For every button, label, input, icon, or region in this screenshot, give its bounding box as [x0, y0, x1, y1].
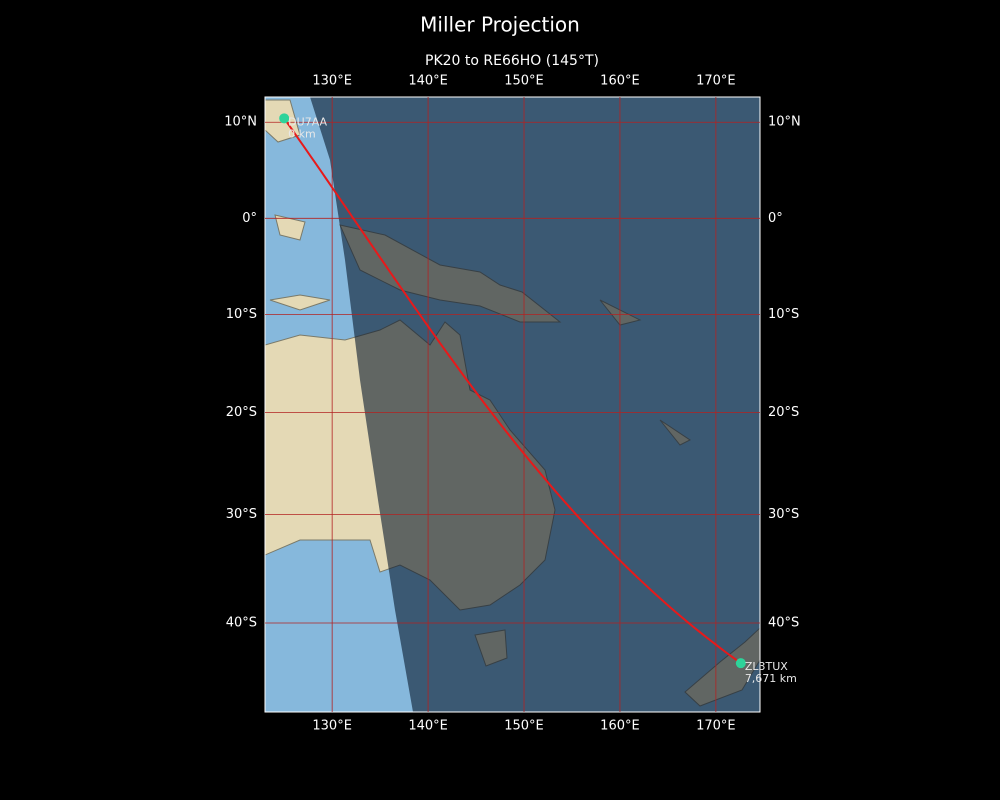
x-tick-label: 160°E [600, 74, 640, 89]
station-distance: 7,671 km [745, 672, 797, 685]
y-tick-label: 30°S [226, 507, 257, 522]
y-tick-label: 10°S [768, 307, 799, 322]
x-tick-label: 130°E [312, 719, 352, 734]
map-area [265, 97, 760, 712]
y-tick-label: 10°N [224, 115, 257, 130]
station-name: ZL3TUX [745, 660, 788, 673]
subtitle: PK20 to RE66HO (145°T) [425, 53, 599, 69]
y-tick-label: 10°N [768, 115, 801, 130]
y-tick-label: 0° [242, 211, 257, 226]
x-tick-label: 150°E [504, 74, 544, 89]
route [283, 117, 742, 665]
y-tick-label: 30°S [768, 507, 799, 522]
x-tick-label: 160°E [600, 719, 640, 734]
station-name: DU7AA [288, 115, 327, 128]
x-tick-label: 170°E [696, 719, 736, 734]
y-tick-label: 40°S [768, 616, 799, 631]
x-tick-label: 140°E [408, 74, 448, 89]
y-tick-label: 0° [768, 211, 783, 226]
x-tick-label: 150°E [504, 719, 544, 734]
y-tick-label: 10°S [226, 307, 257, 322]
night-shade [310, 97, 760, 712]
station-distance: 0 km [288, 127, 316, 140]
x-tick-label: 170°E [696, 74, 736, 89]
y-tick-label: 20°S [226, 405, 257, 420]
station-marker [279, 113, 290, 124]
x-tick-label: 130°E [312, 74, 352, 89]
x-tick-label: 140°E [408, 719, 448, 734]
map-frame [264, 96, 761, 713]
y-tick-label: 20°S [768, 405, 799, 420]
station-marker [735, 658, 746, 669]
y-tick-label: 40°S [226, 616, 257, 631]
title: Miller Projection [420, 13, 580, 37]
